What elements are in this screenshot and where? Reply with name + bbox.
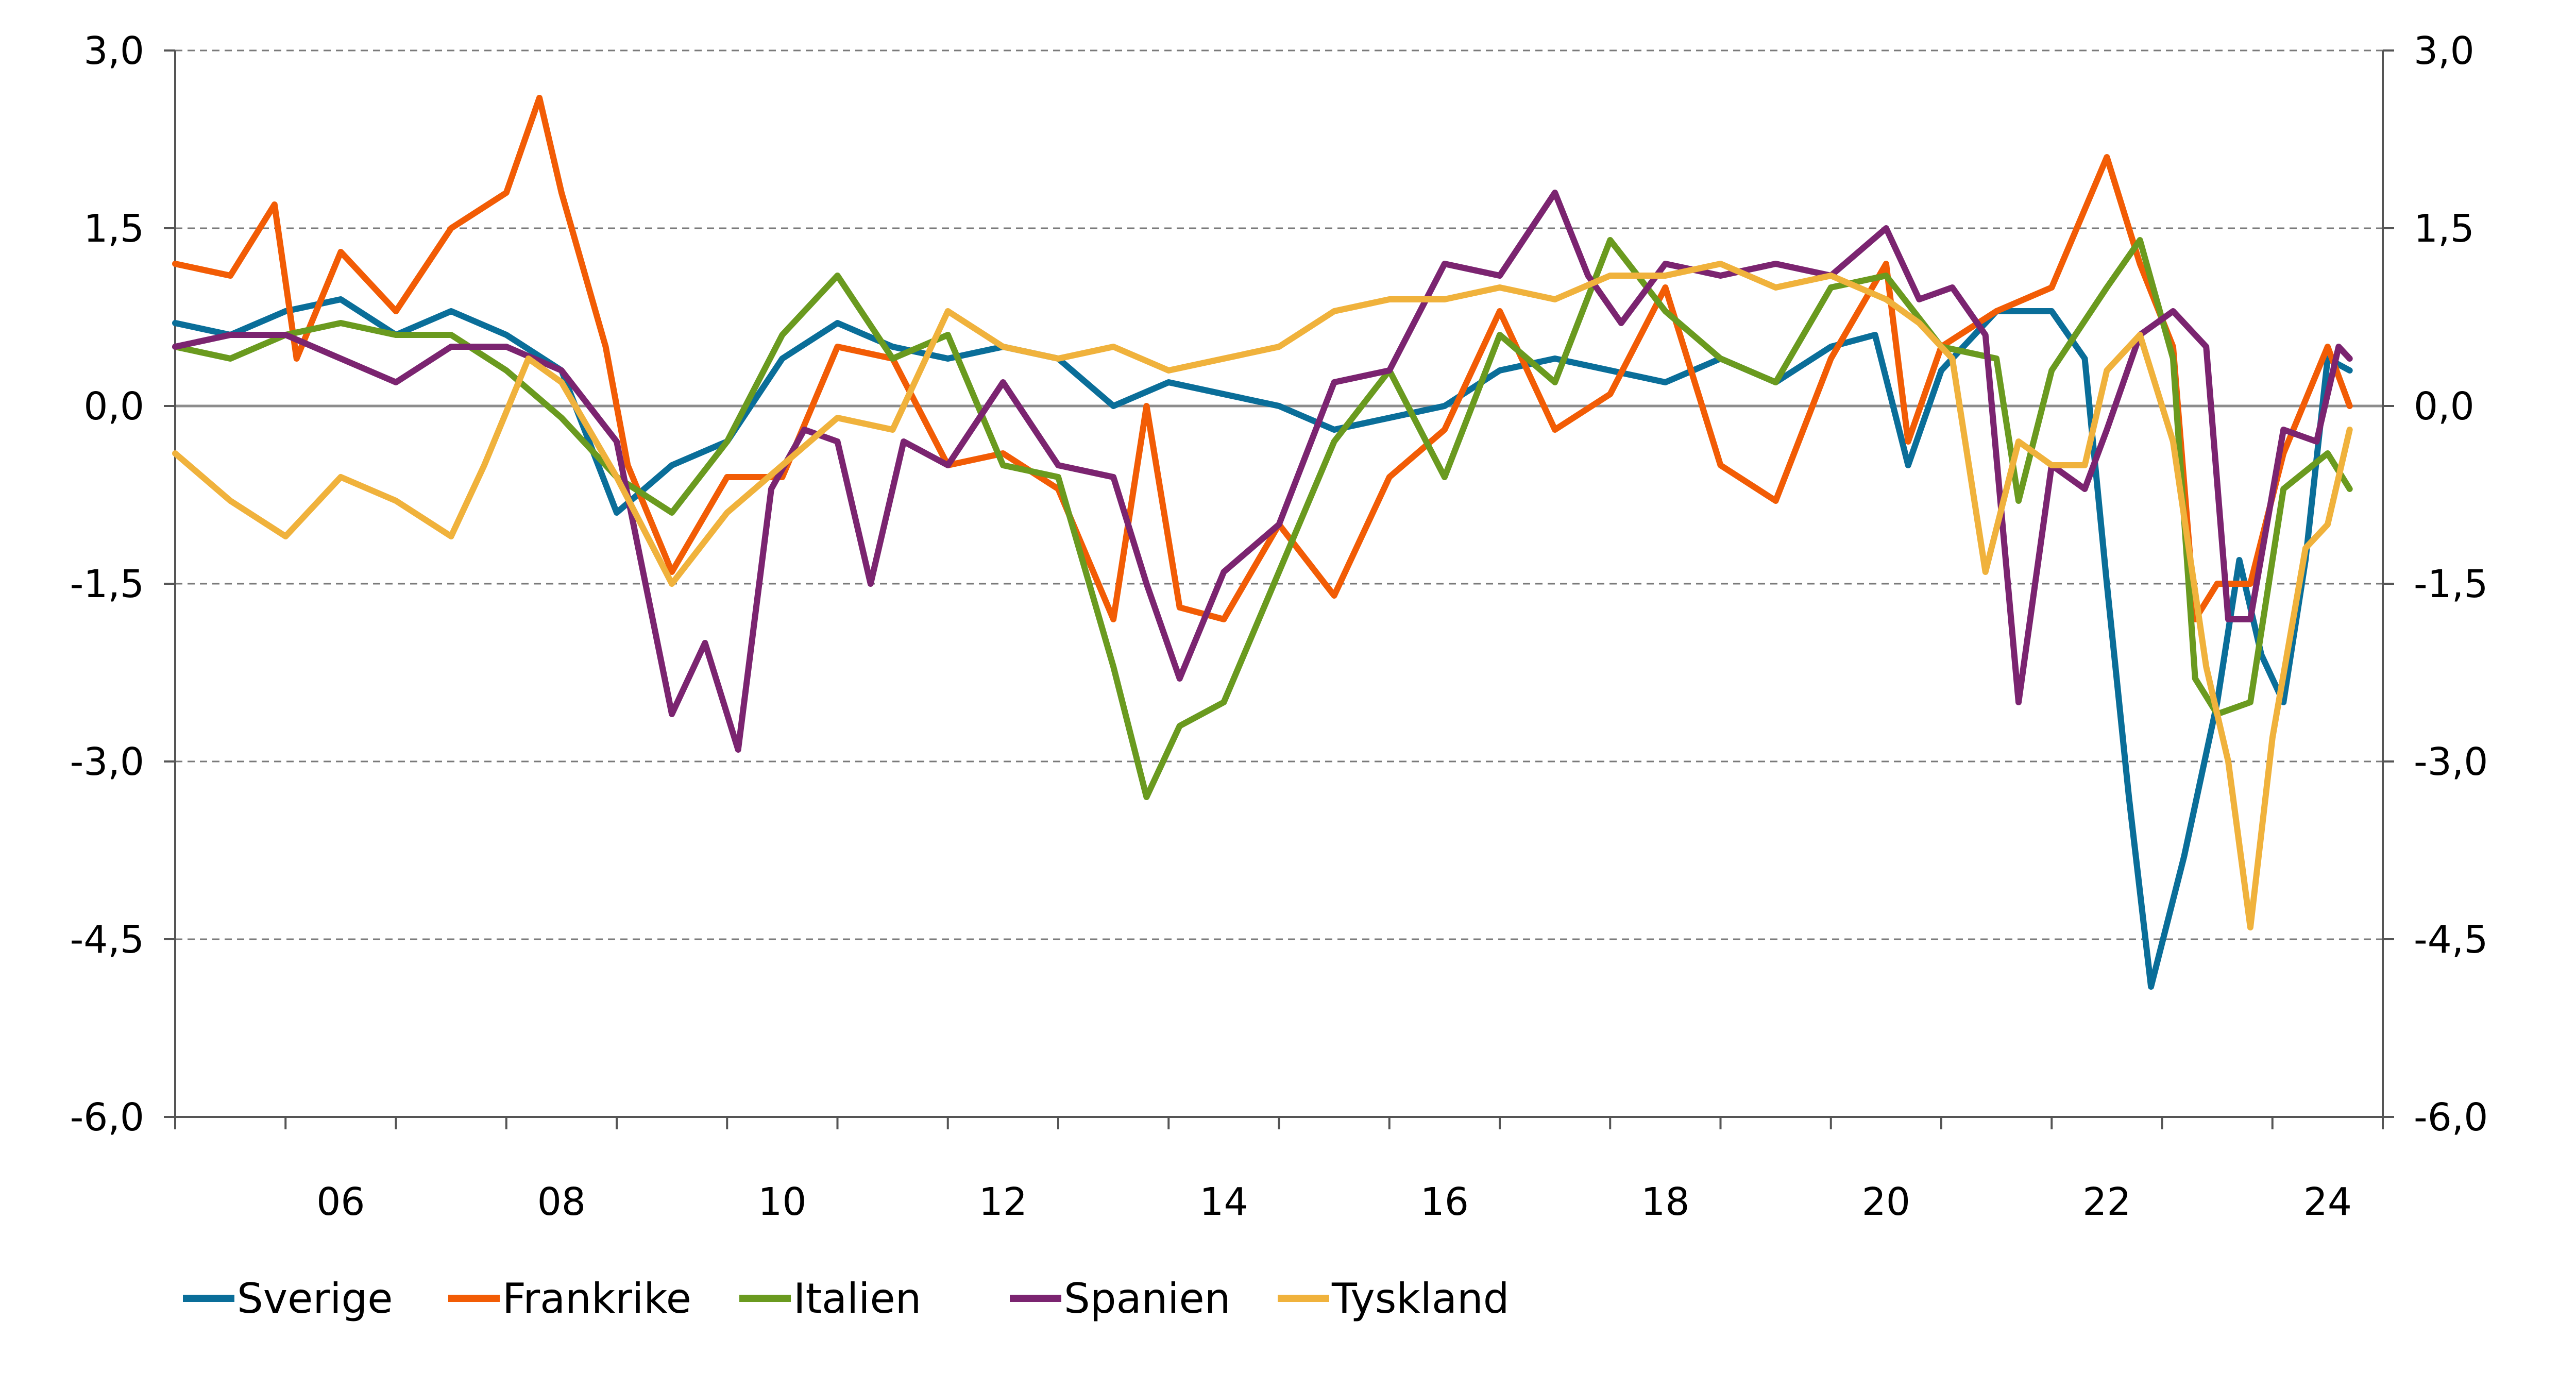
y-tick-label-left: 0,0 [83, 384, 144, 429]
legend-label-italien: Italien [793, 1275, 921, 1323]
x-tick-label: 08 [537, 1180, 586, 1224]
y-tick-label-right: -1,5 [2414, 562, 2488, 606]
series-line-italien [172, 237, 2353, 800]
y-tick-label-right: 0,0 [2414, 384, 2475, 429]
series-line-spanien [172, 190, 2353, 753]
legend-label-sverige: Sverige [237, 1275, 393, 1323]
legend-label-frankrike: Frankrike [502, 1275, 691, 1323]
x-tick-label: 12 [979, 1180, 1027, 1224]
y-tick-label-left: 3,0 [83, 29, 144, 73]
x-tick-label: 18 [1641, 1180, 1689, 1224]
x-tick-label: 06 [316, 1180, 365, 1224]
series-line-sverige [172, 296, 2353, 990]
y-tick-label-left: -6,0 [70, 1095, 144, 1140]
y-tick-label-right: -4,5 [2414, 918, 2488, 962]
y-tick-label-left: -1,5 [70, 562, 144, 606]
y-tick-label-right: -6,0 [2414, 1095, 2488, 1140]
x-tick-label: 20 [1862, 1180, 1910, 1224]
x-tick-label: 22 [2082, 1180, 2131, 1224]
series-lines [172, 95, 2353, 990]
y-tick-label-left: -4,5 [70, 918, 144, 962]
tick-labels: 3,0 3,0 1,5 1,5 0,0 0,0 -1,5 -1,5 -3,0 -3,0 -4,5 -4… [70, 29, 2488, 1224]
x-tick-label: 10 [758, 1180, 806, 1224]
legend-label-tyskland: Tyskland [1331, 1275, 1510, 1323]
x-tick-label: 24 [2303, 1180, 2352, 1224]
y-tick-label-right: 3,0 [2414, 29, 2475, 73]
legend-label-spanien: Spanien [1064, 1275, 1230, 1323]
x-tick-label: 14 [1199, 1180, 1248, 1224]
series-line-tyskland [172, 261, 2353, 930]
y-tick-label-right: 1,5 [2414, 207, 2475, 251]
axes [164, 49, 2394, 1129]
y-tick-label-right: -3,0 [2414, 740, 2488, 784]
x-tick-label: 16 [1420, 1180, 1469, 1224]
y-tick-label-left: 1,5 [83, 207, 144, 251]
legend: Sverige Frankrike Italien Spanien Tyskland [183, 1275, 1510, 1323]
y-tick-label-left: -3,0 [70, 740, 144, 784]
